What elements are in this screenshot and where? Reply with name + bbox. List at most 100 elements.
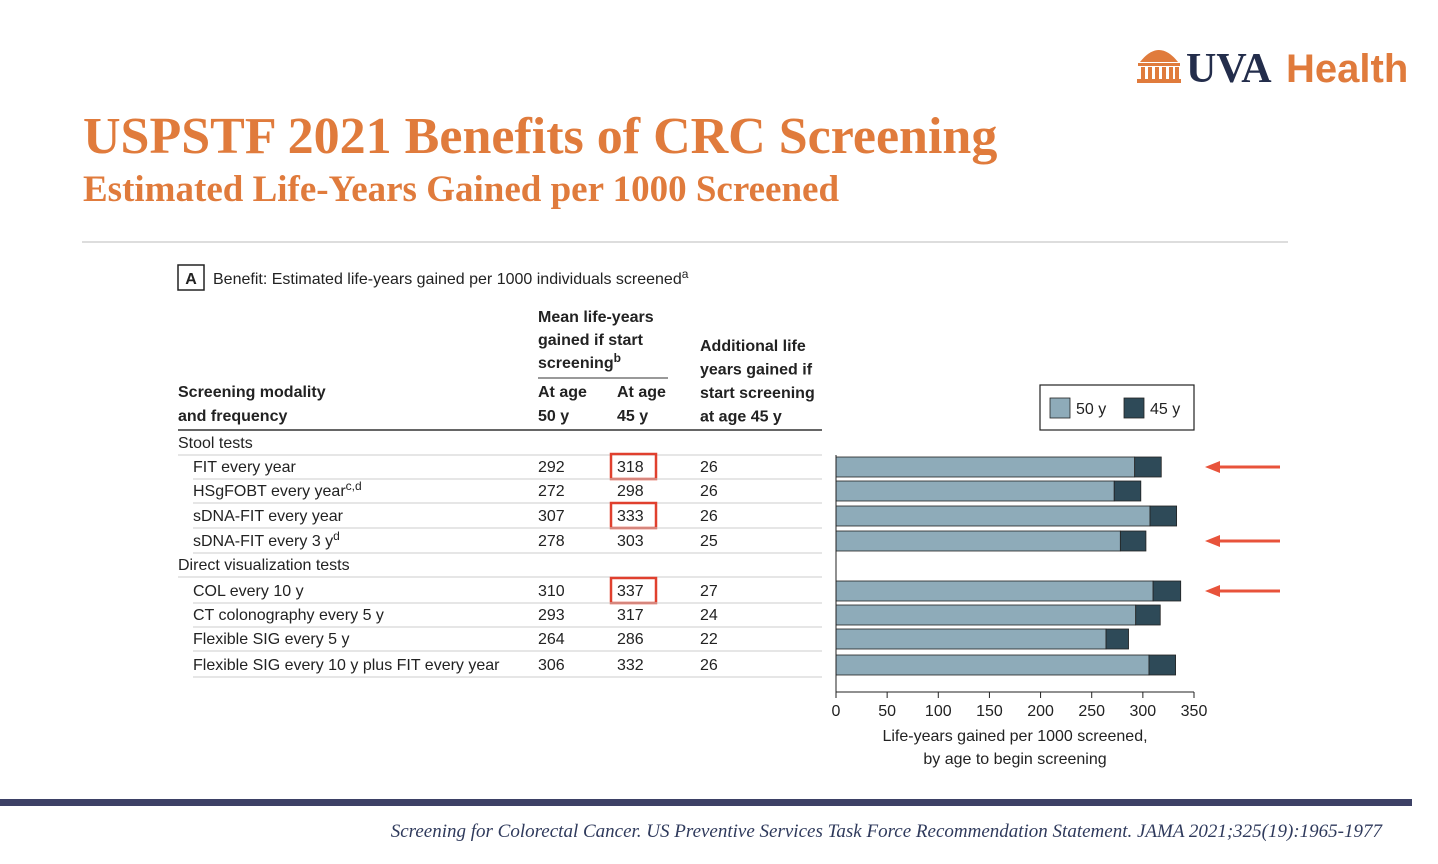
- row-label: Flexible SIG every 5 y: [193, 631, 350, 648]
- bar-segment: [1105, 628, 1129, 650]
- cell: 303: [617, 533, 644, 550]
- col-header: at age 45 y: [700, 409, 782, 426]
- cell: 26: [700, 657, 718, 674]
- cell: 333: [617, 508, 644, 525]
- cell: 27: [700, 583, 718, 600]
- bar-segment: [835, 456, 1136, 478]
- col-header: 50 y: [538, 408, 569, 425]
- col-header-sup: b: [614, 351, 621, 365]
- legend-swatch: [1049, 397, 1071, 419]
- cell: 264: [538, 631, 565, 648]
- x-tick-label: 0: [832, 703, 841, 720]
- logo-health: Health: [1286, 47, 1408, 91]
- col-header: 45 y: [617, 408, 648, 425]
- bar-segment: [1148, 654, 1176, 676]
- cell: 332: [617, 657, 644, 674]
- bar-segment: [1149, 505, 1178, 527]
- cell: 298: [617, 483, 644, 500]
- group-label: Stool tests: [178, 435, 253, 452]
- row-label: Flexible SIG every 10 y plus FIT every y…: [193, 657, 500, 674]
- logo-icon: [1137, 50, 1181, 83]
- col-header: At age: [617, 384, 666, 401]
- col-header: gained if start: [538, 332, 644, 349]
- cell: 26: [700, 508, 718, 525]
- group-label: Direct visualization tests: [178, 557, 350, 574]
- x-tick-label: 300: [1130, 703, 1157, 720]
- arrow-head: [1205, 535, 1220, 547]
- row-label-text: HSgFOBT every year: [193, 483, 346, 500]
- panel-label: A: [185, 271, 197, 288]
- x-tick-label: 350: [1181, 703, 1208, 720]
- col-header: Additional life: [700, 338, 806, 355]
- cell: 25: [700, 533, 718, 550]
- cell: 310: [538, 583, 565, 600]
- cell: 272: [538, 483, 565, 500]
- cell: 306: [538, 657, 565, 674]
- col-header: years gained if: [700, 362, 813, 379]
- row-label-sup: d: [333, 529, 340, 543]
- bar-segment: [835, 480, 1115, 502]
- bar-segment: [835, 530, 1121, 552]
- row-label: COL every 10 y: [193, 583, 304, 600]
- footer-bar: [0, 799, 1412, 806]
- row-label-text: Flexible SIG every 10 y plus FIT every y…: [193, 657, 500, 674]
- col-header: and frequency: [178, 408, 287, 425]
- bar-segment: [835, 604, 1137, 626]
- bar-segment: [835, 580, 1154, 602]
- col-header: screeningb: [538, 351, 621, 372]
- bar-segment: [1134, 456, 1162, 478]
- cell: 26: [700, 483, 718, 500]
- cell: 286: [617, 631, 644, 648]
- col-header-text: gained if start: [538, 332, 644, 349]
- cell: 293: [538, 607, 565, 624]
- x-tick-label: 200: [1027, 703, 1054, 720]
- legend-swatch: [1123, 397, 1145, 419]
- x-tick-label: 150: [976, 703, 1003, 720]
- title: USPSTF 2021 Benefits of CRC Screening: [83, 108, 997, 165]
- bar-segment: [835, 628, 1107, 650]
- row-label-sup: c,d: [346, 479, 362, 493]
- citation: Screening for Colorectal Cancer. US Prev…: [391, 821, 1384, 842]
- bar-segment: [1113, 480, 1142, 502]
- cell: 307: [538, 508, 565, 525]
- panel-caption-sup: a: [682, 267, 689, 281]
- panel-caption-text: Benefit: Estimated life-years gained per…: [213, 271, 682, 288]
- row-label-text: COL every 10 y: [193, 583, 304, 600]
- row-label-text: FIT every year: [193, 459, 297, 476]
- col-header: At age: [538, 384, 587, 401]
- row-label: HSgFOBT every yearc,d: [193, 479, 362, 500]
- cell: 337: [617, 583, 644, 600]
- x-axis-label: Life-years gained per 1000 screened,: [882, 728, 1147, 745]
- x-axis-label: by age to begin screening: [923, 751, 1106, 768]
- row-label: FIT every year: [193, 459, 297, 476]
- arrow-head: [1205, 585, 1220, 597]
- col-header: Screening modality: [178, 384, 326, 401]
- x-tick-label: 100: [925, 703, 952, 720]
- cell: 22: [700, 631, 718, 648]
- col-header: start screening: [700, 385, 815, 402]
- cell: 24: [700, 607, 718, 624]
- bar-segment: [835, 505, 1151, 527]
- row-label-text: sDNA-FIT every year: [193, 508, 344, 525]
- x-tick-label: 50: [878, 703, 896, 720]
- cell: 278: [538, 533, 565, 550]
- row-label: CT colonography every 5 y: [193, 607, 384, 624]
- bar-segment: [1135, 604, 1161, 626]
- panel-box: [177, 264, 205, 291]
- col-header-text: screening: [538, 355, 614, 372]
- row-label-text: CT colonography every 5 y: [193, 607, 384, 624]
- legend-label: 45 y: [1150, 401, 1180, 418]
- legend-label: 50 y: [1076, 401, 1106, 418]
- subtitle: Estimated Life-Years Gained per 1000 Scr…: [83, 169, 839, 210]
- cell: 292: [538, 459, 565, 476]
- x-tick-label: 250: [1078, 703, 1105, 720]
- bar-segment: [1152, 580, 1182, 602]
- bar-segment: [1119, 530, 1147, 552]
- col-header-text: Mean life-years: [538, 309, 654, 326]
- cell: 317: [617, 607, 644, 624]
- row-label-text: Flexible SIG every 5 y: [193, 631, 350, 648]
- row-label: sDNA-FIT every year: [193, 508, 344, 525]
- col-header: Mean life-years: [538, 309, 654, 326]
- cell: 318: [617, 459, 644, 476]
